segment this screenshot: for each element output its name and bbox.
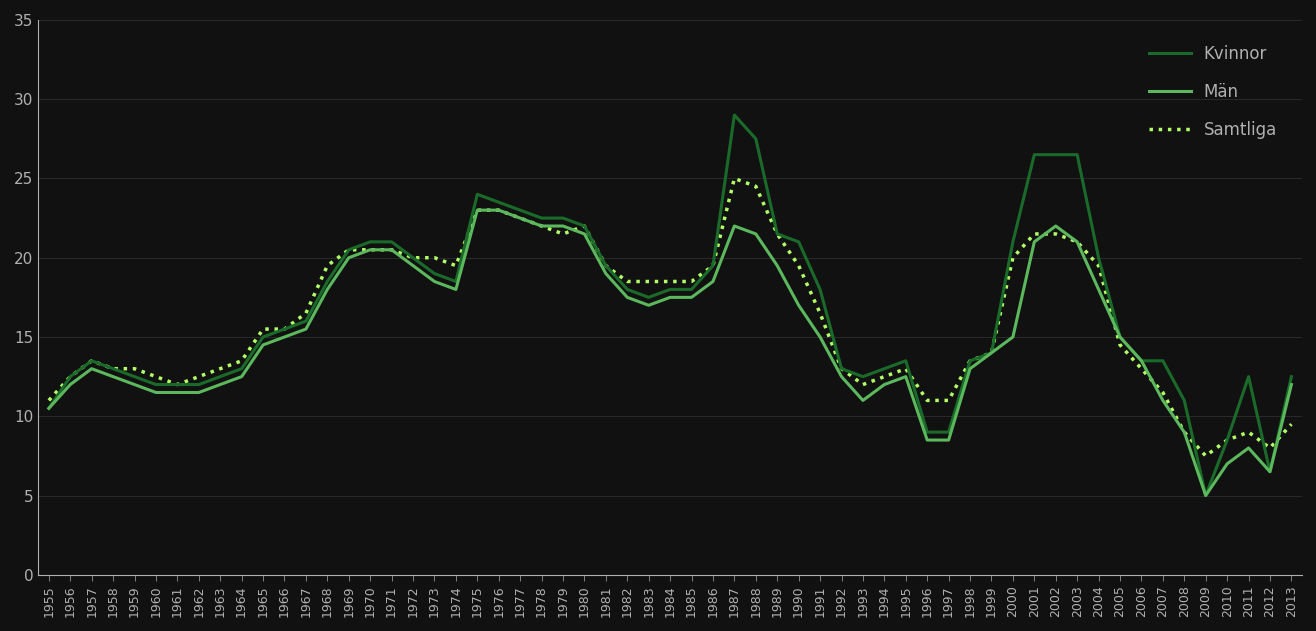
Samtliga bbox=[962, 357, 978, 365]
Samtliga bbox=[726, 175, 742, 182]
Män bbox=[962, 365, 978, 372]
Kvinnor bbox=[1283, 373, 1299, 380]
Kvinnor bbox=[84, 357, 100, 365]
Kvinnor bbox=[362, 238, 378, 245]
Män bbox=[1283, 380, 1299, 388]
Kvinnor bbox=[683, 286, 699, 293]
Män bbox=[470, 206, 486, 214]
Kvinnor bbox=[962, 357, 978, 365]
Män bbox=[362, 246, 378, 254]
Män bbox=[41, 404, 57, 412]
Line: Samtliga: Samtliga bbox=[49, 179, 1291, 456]
Män bbox=[234, 373, 250, 380]
Samtliga bbox=[234, 357, 250, 365]
Line: Män: Män bbox=[49, 210, 1291, 495]
Män bbox=[1198, 492, 1213, 499]
Kvinnor bbox=[41, 404, 57, 412]
Samtliga bbox=[170, 380, 186, 388]
Män bbox=[705, 278, 721, 285]
Samtliga bbox=[683, 278, 699, 285]
Line: Kvinnor: Kvinnor bbox=[49, 115, 1291, 495]
Män bbox=[170, 389, 186, 396]
Samtliga bbox=[1198, 452, 1213, 460]
Kvinnor bbox=[726, 111, 742, 119]
Samtliga bbox=[84, 357, 100, 365]
Samtliga bbox=[1283, 420, 1299, 428]
Kvinnor bbox=[1198, 492, 1213, 499]
Kvinnor bbox=[170, 380, 186, 388]
Män bbox=[84, 365, 100, 372]
Samtliga bbox=[41, 397, 57, 404]
Kvinnor bbox=[234, 365, 250, 372]
Samtliga bbox=[362, 246, 378, 254]
Legend: Kvinnor, Män, Samtliga: Kvinnor, Män, Samtliga bbox=[1132, 28, 1294, 156]
